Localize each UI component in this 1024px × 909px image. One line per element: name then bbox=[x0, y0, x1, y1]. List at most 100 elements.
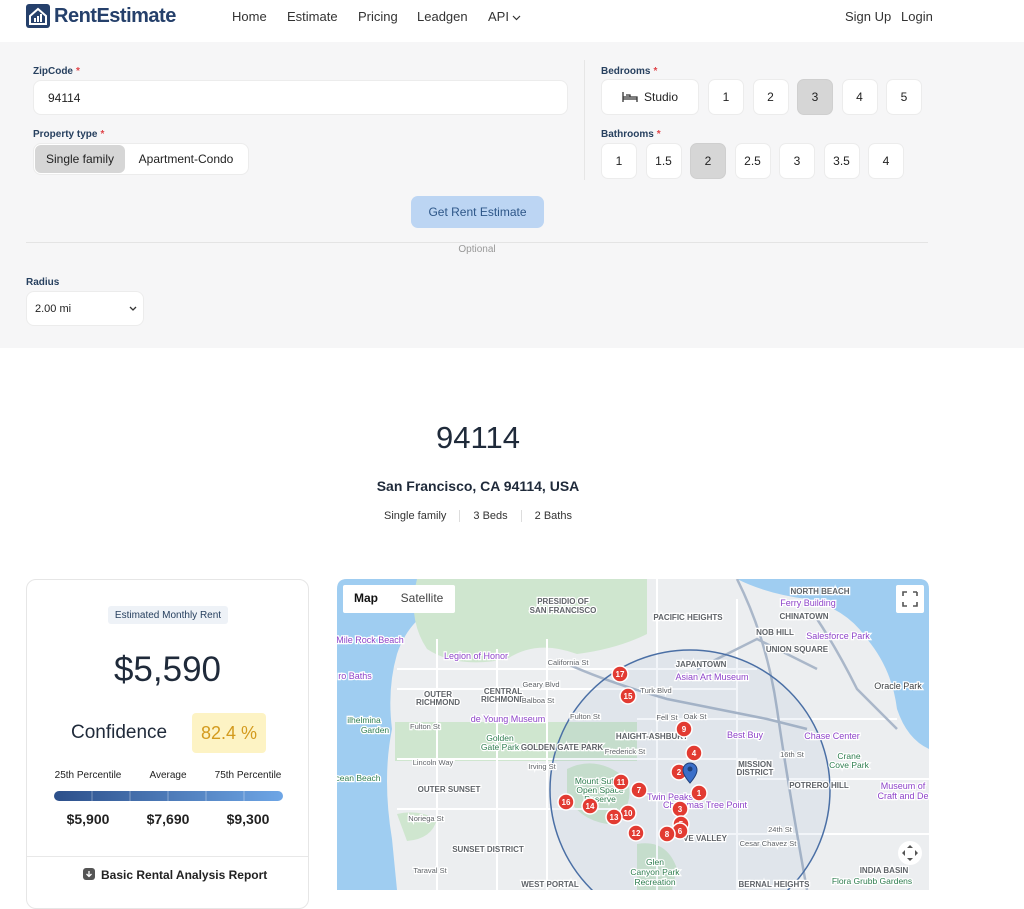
map-label: UNION SQUARE bbox=[766, 645, 829, 654]
map-markers: 1234567891011121314151617 bbox=[557, 665, 708, 843]
result-zip: 94114 bbox=[436, 420, 520, 455]
map-label: Chase Center bbox=[804, 731, 860, 741]
recenter-button[interactable] bbox=[898, 841, 922, 865]
map-tab[interactable]: Map bbox=[354, 591, 378, 605]
bedroom-option[interactable]: Studio bbox=[601, 79, 699, 115]
logo[interactable]: RentEstimate bbox=[54, 5, 176, 27]
map-type-control bbox=[343, 585, 455, 613]
listing-marker[interactable]: 12 bbox=[627, 824, 645, 842]
map-label: Irving St bbox=[528, 762, 556, 771]
card-divider bbox=[27, 856, 308, 857]
marker-dot bbox=[630, 781, 648, 799]
property-type-option[interactable]: Single family bbox=[35, 145, 125, 173]
bedroom-option[interactable]: 1 bbox=[708, 79, 744, 115]
marker-number: 6 bbox=[678, 827, 683, 836]
listing-marker[interactable]: 4 bbox=[685, 744, 703, 762]
listing-marker[interactable]: 17 bbox=[611, 665, 629, 683]
marker-number: 15 bbox=[624, 692, 633, 701]
map[interactable]: NORTH BEACH Ferry Building CHINATOWN PACIFI… bbox=[337, 579, 929, 890]
map-label: Twin Peaks bbox=[647, 792, 694, 802]
listing-marker[interactable]: 15 bbox=[619, 687, 637, 705]
marker-dot bbox=[612, 773, 630, 791]
bedroom-option[interactable]: 2 bbox=[752, 79, 789, 115]
radius-circle bbox=[549, 649, 831, 890]
property-type-option[interactable]: Apartment-Condo bbox=[138, 152, 234, 166]
listing-marker[interactable]: 8 bbox=[658, 825, 676, 843]
header: RentEstimate Home Estimate Pricing Leadgen A… bbox=[0, 0, 1024, 42]
label-text: ZipCode bbox=[33, 66, 73, 77]
map-label: Salesforce Park bbox=[806, 631, 870, 641]
map-label: Ferry Building bbox=[780, 598, 836, 608]
bedroom-option[interactable]: 4 bbox=[841, 79, 878, 115]
submit-button[interactable]: Get Rent Estimate bbox=[411, 196, 544, 228]
map-label: SUNSET DISTRICT bbox=[452, 845, 524, 854]
marker-dot bbox=[685, 744, 703, 762]
bathroom-option[interactable]: 4 bbox=[868, 143, 904, 179]
map-label: ro Baths bbox=[338, 671, 372, 681]
bathroom-option[interactable]: 3 bbox=[779, 143, 815, 179]
listing-marker[interactable]: 1 bbox=[690, 784, 708, 802]
map-label: RICHMOND bbox=[416, 698, 460, 707]
marker-dot bbox=[605, 808, 623, 826]
marker-dot bbox=[675, 720, 693, 738]
zipcode-label: ZipCode * bbox=[33, 66, 80, 77]
radius-select[interactable]: 2.00 mi bbox=[26, 291, 144, 326]
nav-link[interactable]: Estimate bbox=[287, 9, 338, 24]
marker-number: 9 bbox=[682, 725, 687, 734]
nav-link[interactable]: Leadgen bbox=[417, 9, 468, 24]
label-text: Bedrooms bbox=[601, 66, 651, 77]
bathroom-option[interactable]: 1.5 bbox=[645, 143, 682, 179]
listing-marker[interactable]: 7 bbox=[630, 781, 648, 799]
map-label: Open Space bbox=[576, 785, 624, 795]
map-label: Flora Grubb Gardens bbox=[832, 876, 912, 886]
percentile-value: $9,300 bbox=[226, 811, 270, 827]
bedroom-option[interactable]: 5 bbox=[886, 79, 922, 115]
zipcode-input[interactable]: 94114 bbox=[33, 80, 568, 115]
map-label: Best Buy bbox=[727, 730, 764, 740]
fullscreen-button[interactable] bbox=[896, 585, 924, 613]
map-label: HAIGHT-ASHBURY bbox=[616, 732, 689, 741]
listing-marker[interactable]: 13 bbox=[605, 808, 623, 826]
auth-link[interactable]: Sign Up bbox=[845, 9, 892, 24]
bedroom-option[interactable]: 3 bbox=[797, 79, 833, 115]
map-tab[interactable]: Satellite bbox=[401, 591, 444, 605]
listing-marker[interactable]: 11 bbox=[612, 773, 630, 791]
nav-link[interactable]: Home bbox=[232, 9, 267, 24]
marker-number: 12 bbox=[632, 829, 641, 838]
marker-number: 14 bbox=[586, 802, 595, 811]
auth-link[interactable]: Login bbox=[901, 9, 933, 24]
dropdown-chevron bbox=[512, 15, 521, 20]
listing-marker[interactable]: 14 bbox=[581, 797, 599, 815]
map-label: Taraval St bbox=[413, 866, 447, 875]
bathroom-option[interactable]: 2 bbox=[690, 143, 726, 179]
percentile-value: $5,900 bbox=[66, 811, 110, 827]
bathroom-option[interactable]: 1 bbox=[601, 143, 637, 179]
required-mark: * bbox=[100, 129, 105, 140]
option-text: 3 bbox=[811, 90, 819, 104]
marker-number: 17 bbox=[616, 670, 625, 679]
marker-dot bbox=[627, 824, 645, 842]
marker-number: 4 bbox=[692, 749, 697, 758]
nav-link[interactable]: Pricing bbox=[358, 9, 398, 24]
option-text: 1 bbox=[722, 90, 730, 104]
map-label: NOB HILL bbox=[756, 628, 794, 637]
map-label: OUTER SUNSET bbox=[418, 785, 481, 794]
marker-number: 2 bbox=[677, 768, 682, 777]
marker-number: 3 bbox=[678, 805, 683, 814]
map-label: WEST PORTAL bbox=[521, 880, 579, 889]
map-label: Golden bbox=[486, 733, 514, 743]
listing-marker[interactable]: 16 bbox=[557, 793, 575, 811]
map-label: NORTH BEACH bbox=[790, 587, 849, 596]
listing-marker[interactable]: 3 bbox=[671, 800, 689, 818]
nav-link[interactable]: API bbox=[488, 9, 521, 24]
estimate-label: Estimated Monthly Rent bbox=[108, 606, 228, 624]
map-label: Gate Park bbox=[481, 742, 520, 752]
logo-icon bbox=[26, 4, 50, 28]
report-link[interactable]: Basic Rental Analysis Report bbox=[101, 868, 268, 882]
map-label: Mount Sutro bbox=[575, 776, 622, 786]
bathroom-option[interactable]: 2.5 bbox=[734, 143, 771, 179]
marker-dot bbox=[619, 687, 637, 705]
required-mark: * bbox=[653, 66, 658, 77]
bathroom-option[interactable]: 3.5 bbox=[823, 143, 860, 179]
listing-marker[interactable]: 9 bbox=[675, 720, 693, 738]
